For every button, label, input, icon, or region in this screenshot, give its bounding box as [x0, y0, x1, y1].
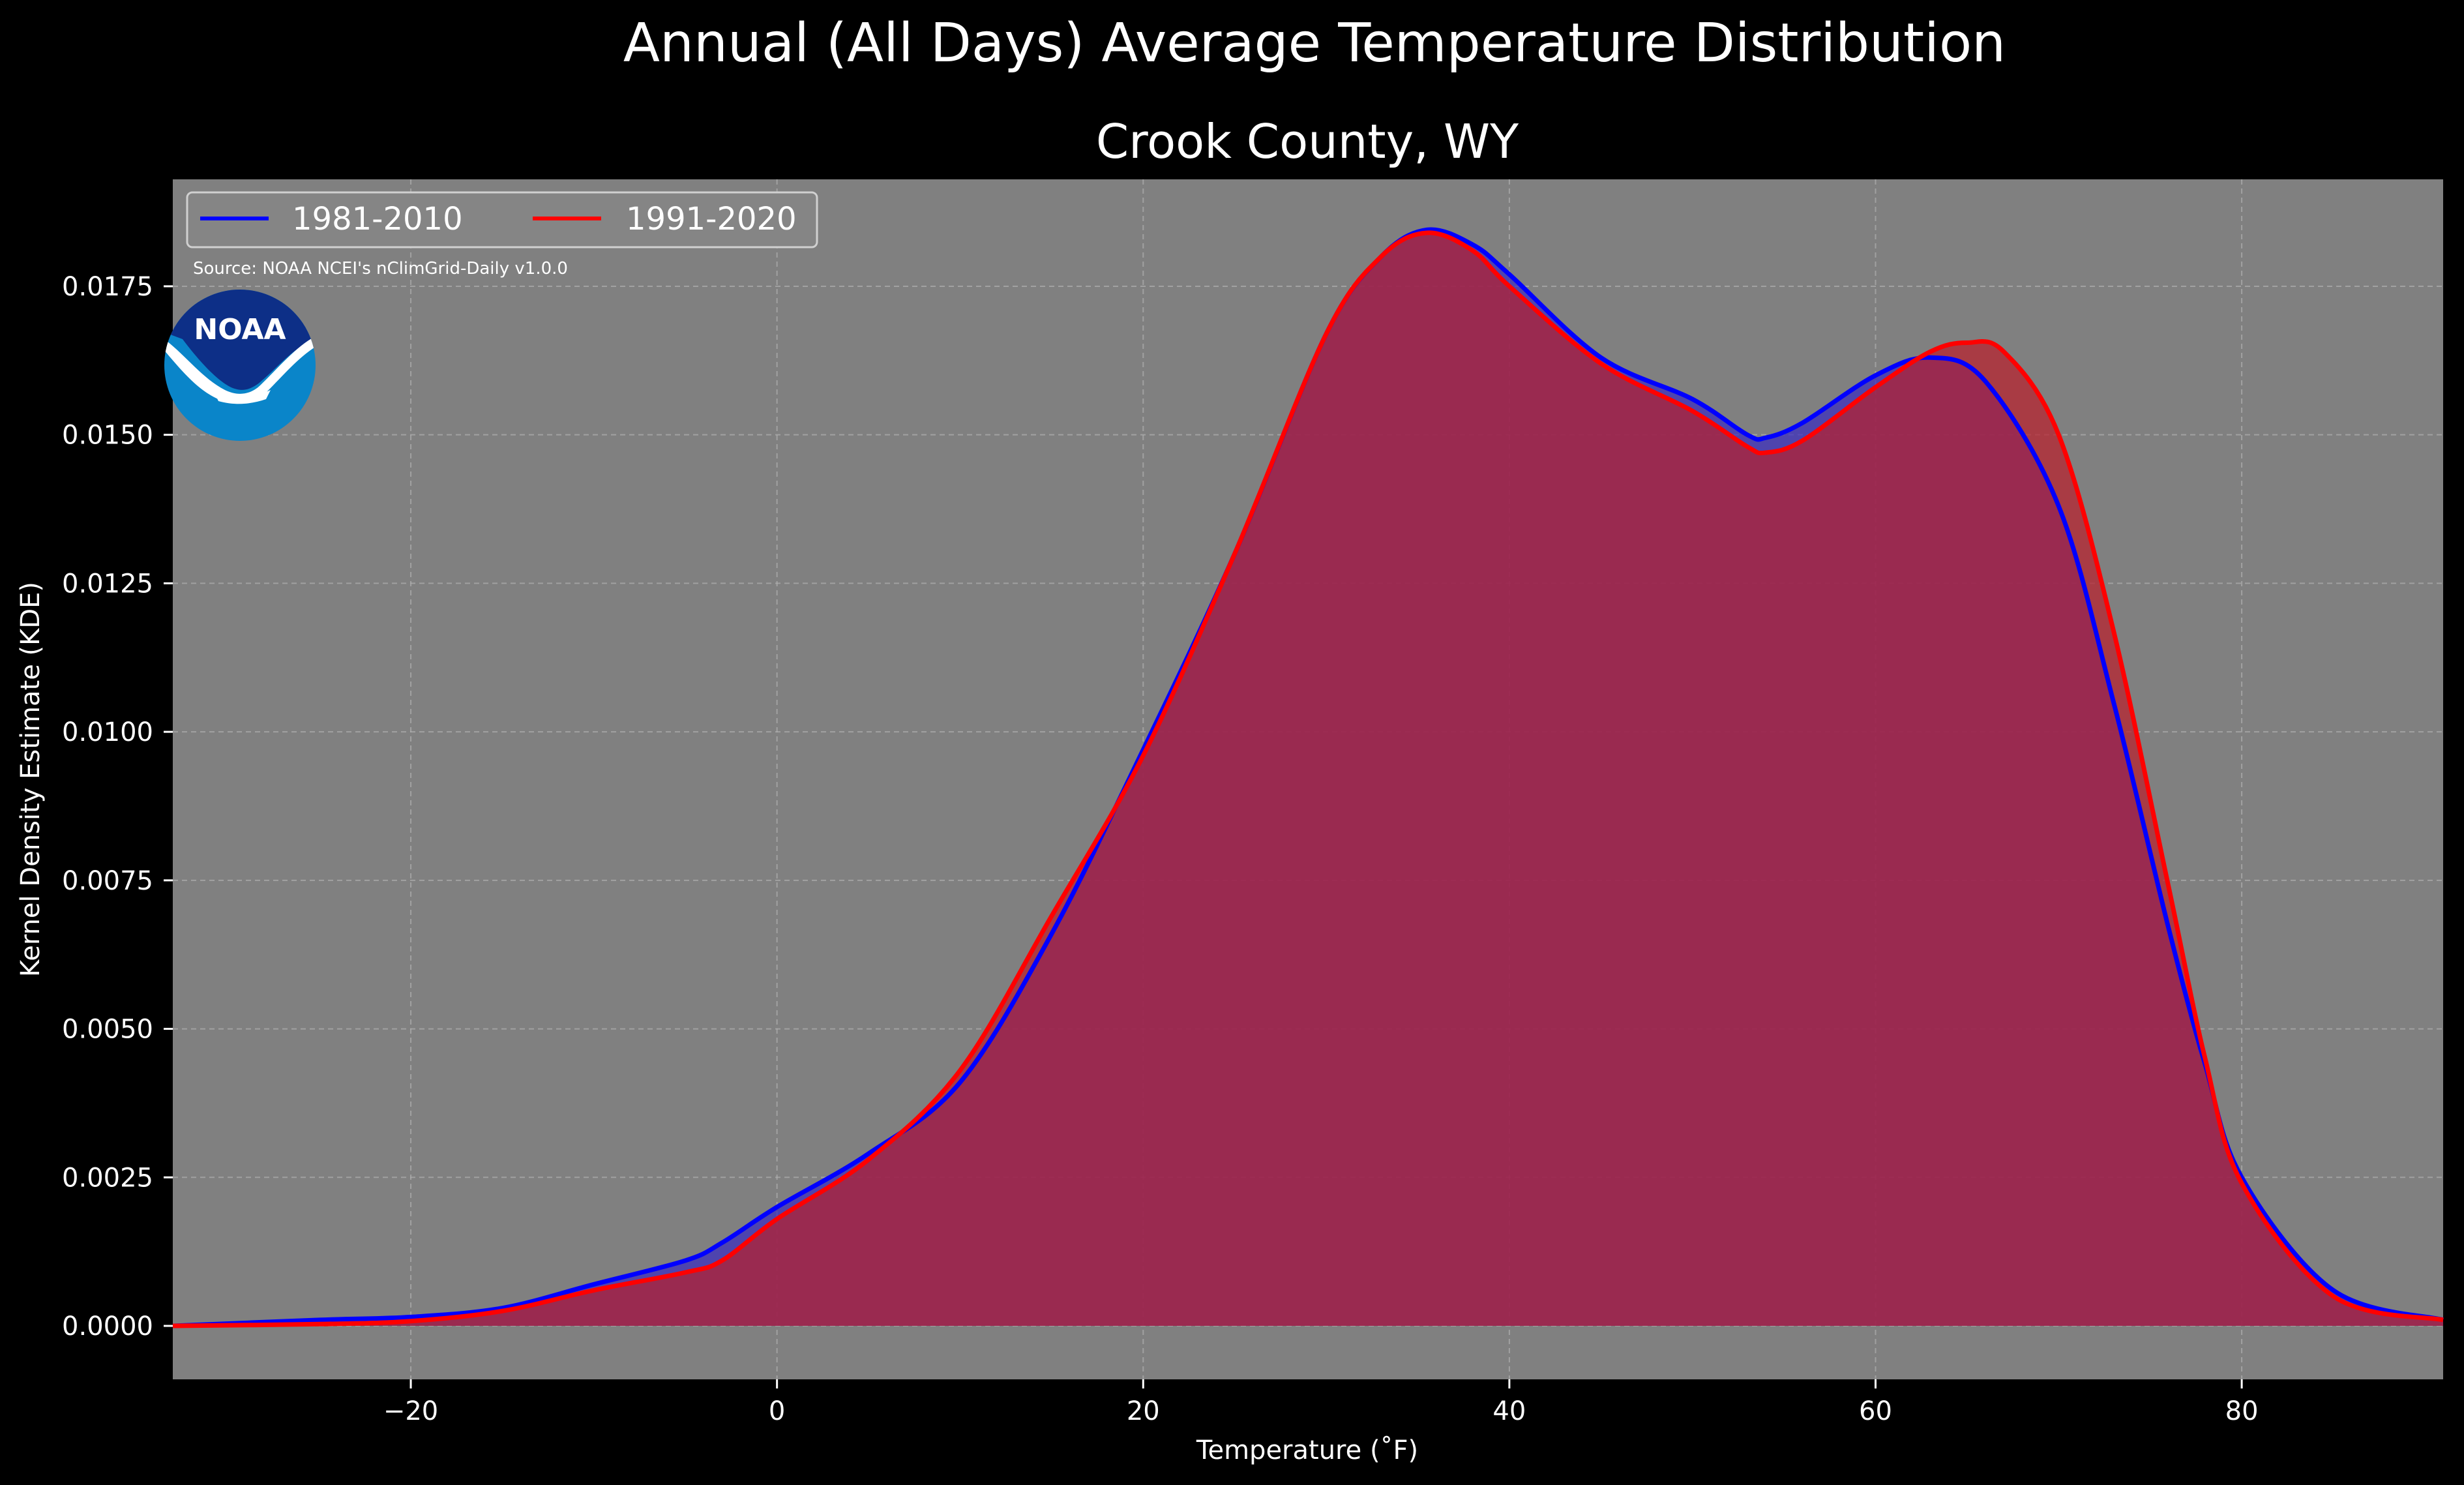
- y-tick-label: 0.0100: [62, 717, 153, 747]
- legend: 1981-2010 1991-2020: [186, 191, 818, 248]
- y-tick-label: 0.0050: [62, 1015, 153, 1045]
- noaa-logo: NOAA: [164, 290, 316, 441]
- x-tick-label: 80: [2225, 1396, 2259, 1426]
- logo-upper-field: [164, 290, 316, 390]
- logo-seagull-tail: [215, 390, 271, 404]
- logo-text: NOAA: [194, 313, 286, 346]
- legend-label-1991-2020: 1991-2020: [626, 201, 797, 237]
- x-tick-label: 60: [1859, 1396, 1892, 1426]
- x-axis-ticks: −20 0 20 40 60 80: [383, 1379, 2259, 1426]
- density-area-1991-2020: [173, 232, 2443, 1326]
- y-tick-label: 0.0025: [62, 1163, 153, 1193]
- y-tick-label: 0.0150: [62, 421, 153, 451]
- chart-title: Crook County, WY: [1096, 114, 1519, 169]
- chart-suptitle: Annual (All Days) Average Temperature Di…: [623, 12, 2006, 74]
- y-tick-label: 0.0000: [62, 1312, 153, 1342]
- density-line-1981-2010: [172, 227, 2444, 1328]
- x-tick-label: 0: [769, 1396, 785, 1426]
- density-line-1991-2020: [172, 230, 2444, 1328]
- density-fills: [173, 229, 2443, 1326]
- y-axis-ticks: 0.0000 0.0025 0.0050 0.0075 0.0100 0.0125 0.01…: [62, 272, 173, 1342]
- x-tick-label: 20: [1127, 1396, 1160, 1426]
- density-lines: [172, 227, 2444, 1328]
- y-tick-label: 0.0075: [62, 866, 153, 896]
- source-note: Source: NOAA NCEI's nClimGrid-Daily v1.0…: [193, 259, 568, 278]
- logo-seagull-shape: [164, 336, 316, 404]
- x-tick-label: 40: [1492, 1396, 1526, 1426]
- x-axis-label: Temperature (˚F): [1196, 1435, 1418, 1465]
- y-tick-label: 0.0125: [62, 569, 153, 599]
- y-tick-label: 0.0175: [62, 272, 153, 302]
- x-tick-label: −20: [383, 1396, 438, 1426]
- legend-box: [186, 191, 818, 248]
- legend-label-1981-2010: 1981-2010: [292, 201, 463, 237]
- y-axis-label: Kernel Density Estimate (KDE): [16, 582, 46, 977]
